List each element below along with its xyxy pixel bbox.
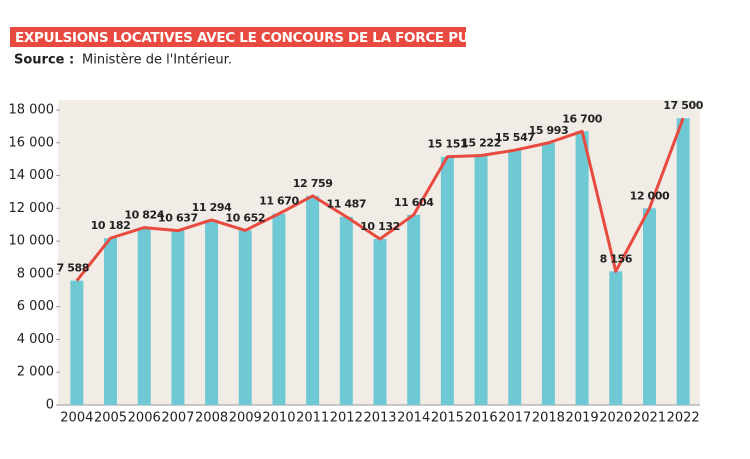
- y-tick-label: 12 000: [9, 201, 55, 216]
- data-label: 15 222: [461, 137, 501, 150]
- bar: [171, 230, 185, 405]
- data-label: 8 156: [600, 252, 633, 265]
- x-tick-label: 2013: [363, 411, 396, 426]
- source-text: Ministère de l'Intérieur.: [82, 53, 232, 68]
- y-tick-label: 4 000: [17, 332, 54, 347]
- data-label: 10 637: [158, 212, 198, 225]
- bar: [541, 142, 555, 405]
- y-tick-label: 2 000: [17, 365, 54, 380]
- data-label: 16 700: [562, 112, 602, 125]
- y-tick-label: 18 000: [9, 103, 55, 118]
- data-label: 7 588: [57, 262, 89, 275]
- bar: [137, 227, 151, 405]
- bar: [609, 271, 623, 405]
- bar: [676, 118, 690, 405]
- data-label: 17 500: [663, 99, 703, 112]
- x-tick-label: 2007: [161, 411, 194, 426]
- data-label: 11 670: [259, 195, 299, 208]
- bar: [205, 219, 219, 405]
- data-label: 10 824: [124, 209, 164, 222]
- title-box: [10, 27, 466, 47]
- x-tick-label: 2008: [195, 411, 228, 426]
- x-tick-label: 2014: [397, 411, 430, 426]
- x-tick-label: 2004: [60, 411, 93, 426]
- bar: [306, 195, 320, 405]
- data-label: 15 993: [529, 124, 569, 137]
- x-tick-label: 2009: [229, 411, 262, 426]
- x-tick-label: 2006: [128, 411, 161, 426]
- x-tick-label: 2019: [566, 411, 599, 426]
- y-tick-label: 16 000: [9, 135, 55, 150]
- y-tick-label: 14 000: [9, 168, 55, 183]
- x-tick-label: 2016: [465, 411, 498, 426]
- x-tick-label: 2021: [633, 411, 666, 426]
- bar: [104, 238, 118, 405]
- x-tick-label: 2010: [262, 411, 295, 426]
- y-tick-label: 8 000: [17, 266, 54, 281]
- data-label: 10 182: [91, 219, 131, 232]
- data-label: 15 151: [428, 138, 468, 151]
- bar: [339, 216, 353, 405]
- data-label: 10 652: [225, 211, 265, 224]
- bar: [238, 230, 252, 405]
- bar: [440, 156, 454, 405]
- y-tick-label: 10 000: [9, 234, 55, 249]
- bar: [474, 155, 488, 405]
- bar: [272, 213, 286, 405]
- data-label: 11 294: [192, 201, 232, 214]
- data-label: 10 132: [360, 220, 400, 233]
- x-tick-label: 2015: [431, 411, 464, 426]
- y-tick-label: 0: [46, 398, 54, 413]
- x-tick-label: 2022: [667, 411, 700, 426]
- x-tick-label: 2012: [330, 411, 363, 426]
- data-label: 15 547: [495, 131, 535, 144]
- data-label: 12 759: [293, 177, 333, 190]
- bar: [508, 150, 522, 405]
- x-tick-label: 2017: [498, 411, 531, 426]
- bar: [70, 280, 84, 405]
- source-label: Source :: [14, 53, 74, 68]
- x-tick-label: 2020: [599, 411, 632, 426]
- chart-title: EXPULSIONS LOCATIVES AVEC LE CONCOURS DE…: [15, 30, 522, 46]
- data-label: 12 000: [630, 189, 670, 202]
- x-tick-label: 2011: [296, 411, 329, 426]
- bar: [575, 131, 589, 406]
- y-tick-label: 6 000: [17, 299, 54, 314]
- bar: [642, 208, 656, 405]
- bar: [373, 238, 387, 405]
- data-label: 11 487: [326, 198, 366, 211]
- line: [75, 117, 685, 282]
- data-label: 11 604: [394, 196, 434, 209]
- x-tick-label: 2018: [532, 411, 565, 426]
- bar: [407, 214, 421, 405]
- x-tick-label: 2005: [94, 411, 127, 426]
